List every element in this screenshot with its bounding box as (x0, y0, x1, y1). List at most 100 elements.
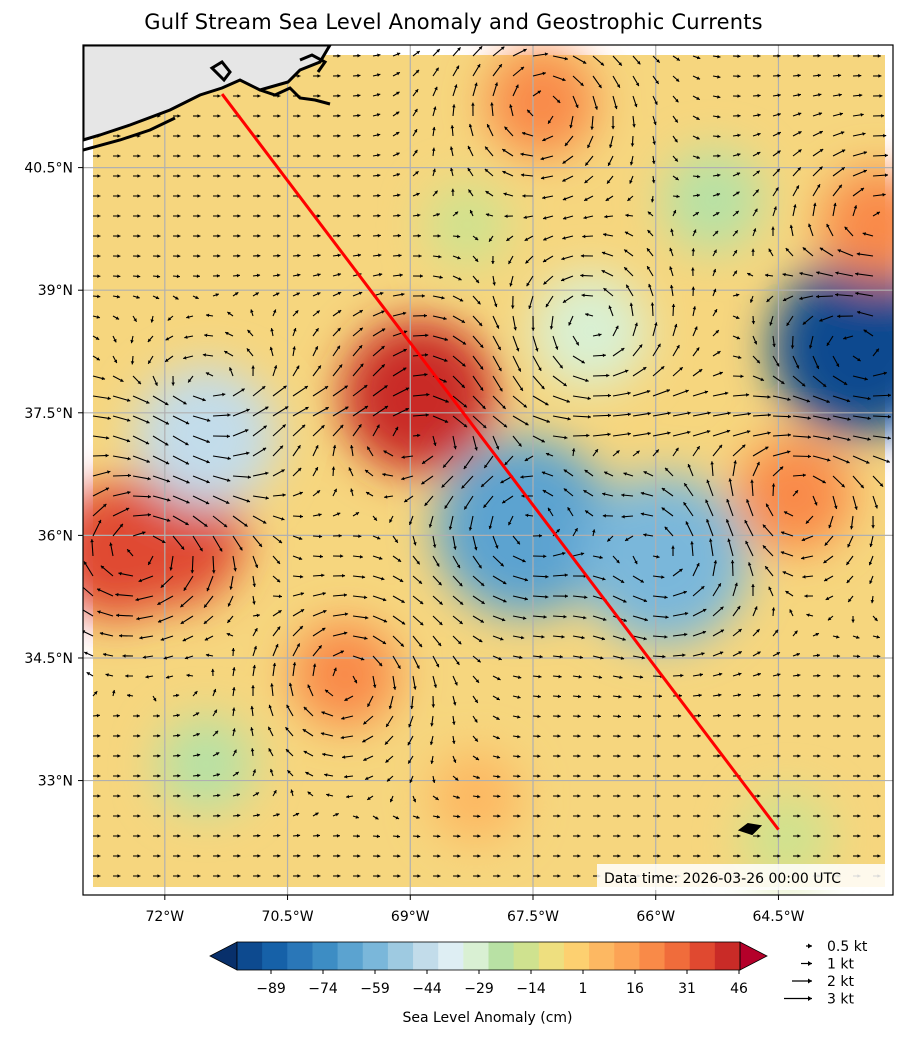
vector-head (498, 367, 502, 372)
vector-head (127, 456, 131, 461)
vector-head (97, 610, 101, 614)
current-vector (692, 412, 711, 417)
vector-head (367, 446, 371, 451)
vector-head (424, 353, 429, 357)
vector-head (459, 601, 464, 605)
vector-head (715, 330, 719, 334)
vector-head (396, 152, 400, 156)
vector-head (294, 310, 299, 314)
vector-head (542, 490, 547, 494)
vector-head (237, 174, 241, 178)
vector-head (802, 247, 807, 251)
vector-head (675, 447, 679, 452)
vector-head (717, 794, 721, 798)
vector-head (495, 446, 500, 450)
transect-line[interactable] (220, 93, 780, 831)
vector-head (877, 714, 881, 718)
x-tick-label: 69°W (391, 909, 430, 925)
vector-head (397, 193, 401, 198)
vector-head (386, 778, 391, 782)
vector-head (597, 854, 601, 858)
vector-head (117, 154, 121, 158)
vector-head (725, 519, 730, 523)
vector-head (287, 770, 291, 774)
vector-head (413, 542, 417, 546)
vector-head (488, 525, 493, 530)
vector-head (484, 168, 489, 173)
vector-head (523, 48, 527, 53)
vector-head (657, 814, 661, 818)
vector-head (585, 312, 589, 317)
map-plot-area[interactable] (48, 45, 907, 895)
vector-head (474, 82, 478, 87)
vector-head (396, 52, 401, 56)
vector-head (217, 94, 221, 98)
vector-head (717, 583, 721, 587)
vector-head (186, 500, 190, 504)
vector-head (157, 601, 161, 605)
vector-head (444, 358, 448, 362)
current-vector (832, 455, 850, 464)
vector-head (237, 874, 241, 878)
vector-head (745, 393, 750, 397)
vector-head (801, 537, 806, 542)
vector-head (337, 291, 342, 296)
vector-head (277, 174, 281, 178)
legend-vector-head (808, 943, 812, 949)
vector-head (107, 470, 111, 474)
vector-head (577, 734, 581, 738)
vector-head (257, 234, 261, 238)
vector-head (808, 223, 812, 228)
vector-head (816, 294, 820, 299)
vector-head (797, 794, 801, 798)
vector-head (480, 582, 485, 586)
vector-head (180, 620, 185, 624)
vector-head (90, 539, 94, 543)
vector-head (697, 774, 701, 778)
vector-head (444, 419, 449, 423)
vector-head (655, 449, 659, 453)
vector-head (517, 368, 521, 372)
vector-head (127, 490, 131, 495)
vector-head (797, 854, 801, 858)
vector-head (650, 199, 655, 203)
vector-head (661, 575, 665, 579)
vector-head (525, 260, 529, 264)
vector-head (597, 794, 601, 798)
vector-head (102, 503, 107, 508)
vector-head (630, 143, 635, 147)
vector-head (412, 798, 417, 803)
legend-vector-label: 1 kt (827, 957, 854, 973)
vector-head (537, 90, 541, 94)
vector-head (401, 455, 405, 459)
vector-head (738, 629, 742, 633)
colorbar-tick-label: −89 (256, 981, 286, 997)
vector-head (836, 635, 840, 639)
vector-head (537, 814, 541, 818)
vector-head (720, 629, 724, 633)
vector-head (126, 398, 131, 402)
vector-head (506, 237, 510, 241)
vector-head (456, 661, 460, 665)
vector-head (544, 52, 549, 56)
vector-head (414, 149, 418, 154)
vector-head (116, 294, 121, 299)
vector-head (197, 254, 201, 258)
current-vector (855, 292, 874, 297)
vector-head (733, 250, 737, 254)
vector-head (477, 854, 481, 858)
vector-head (222, 392, 226, 397)
vector-head (97, 774, 101, 778)
vector-head (545, 303, 550, 308)
vector-head (389, 519, 393, 523)
vector-head (797, 93, 801, 97)
vector-head (481, 600, 485, 604)
vector-head (779, 466, 784, 470)
vector-head (395, 132, 400, 136)
vector-head (445, 399, 449, 403)
vector-head (669, 284, 674, 289)
vector-head (819, 149, 824, 153)
vector-head (497, 346, 501, 351)
vector-head (599, 555, 603, 560)
vector-head (217, 174, 221, 178)
